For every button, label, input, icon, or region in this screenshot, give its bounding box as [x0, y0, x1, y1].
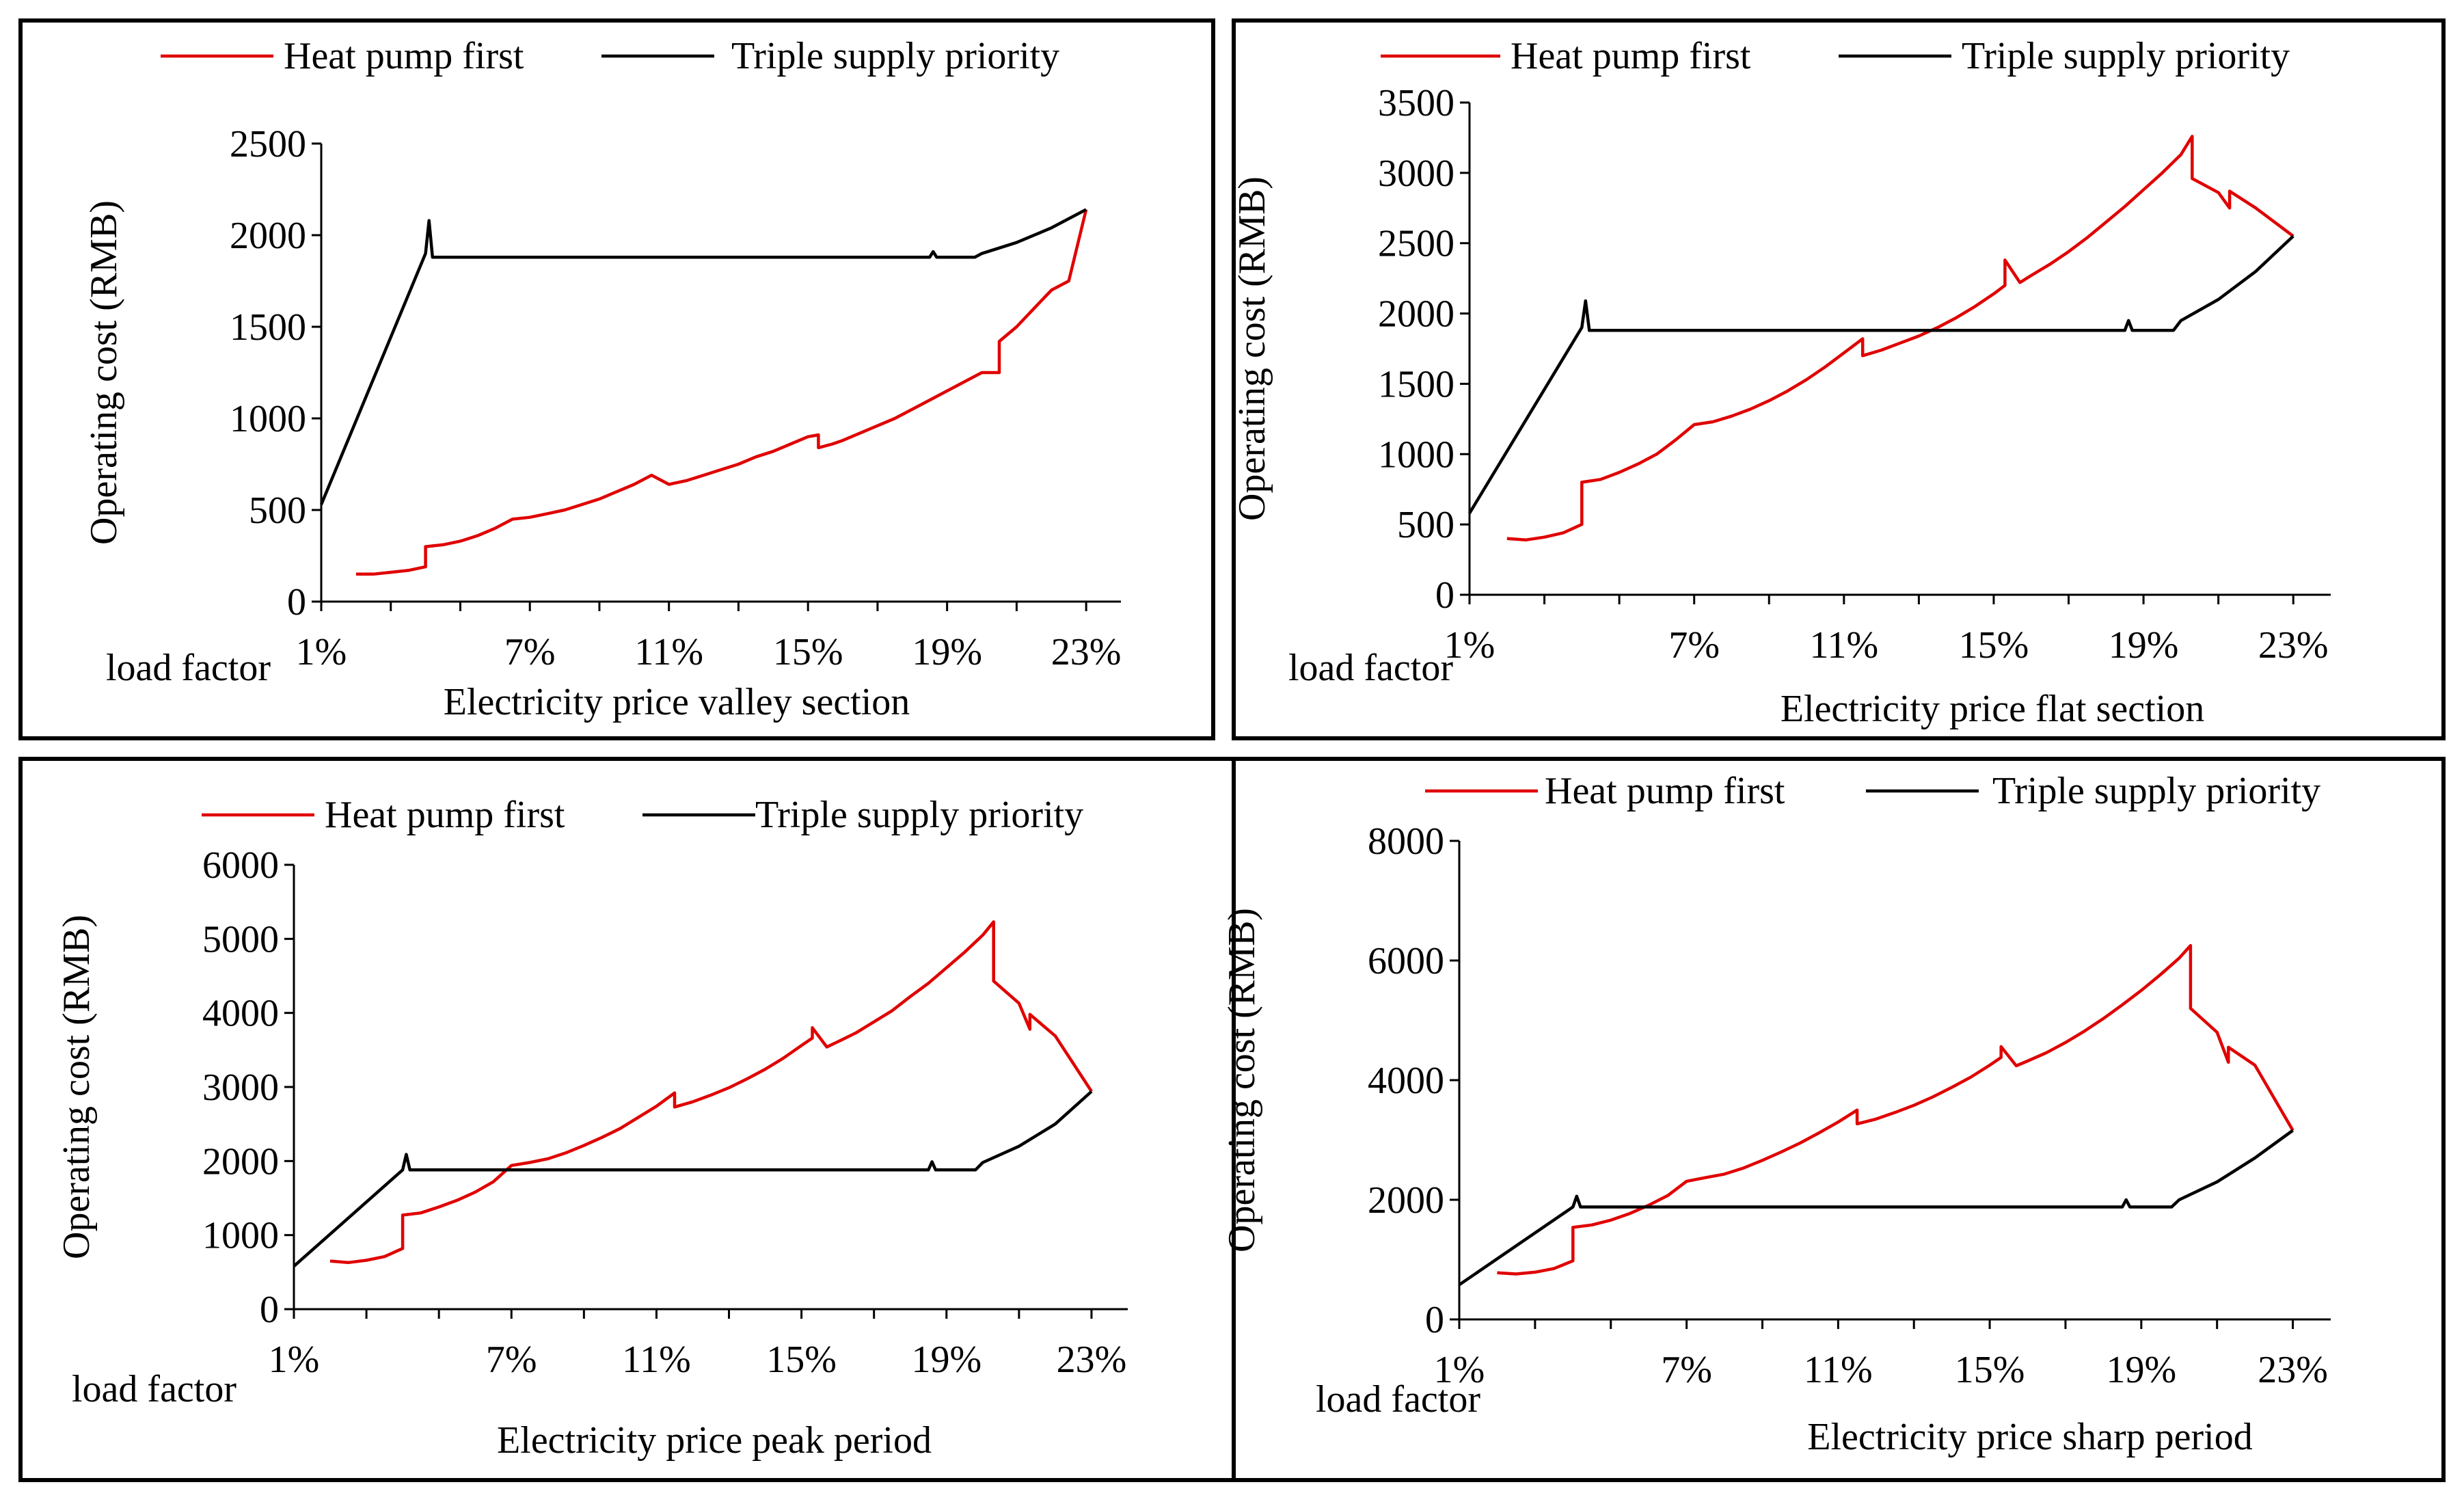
y-axis-title: Operating cost (RMB): [1221, 908, 1263, 1252]
y-tick-label: 1000: [230, 398, 306, 440]
series-line-heat-pump-first: [1497, 943, 2294, 1276]
series-line-heat-pump-first: [329, 920, 1093, 1265]
y-tick-label: 3500: [1378, 82, 1454, 124]
y-tick-label: 1500: [1378, 363, 1454, 405]
x-tick-label: 11%: [1810, 624, 1879, 667]
y-tick-label: 1500: [230, 306, 306, 349]
series-line-heat-pump-first: [355, 209, 1088, 576]
y-tick-label: 2000: [1378, 293, 1454, 336]
x-tick-label: 1%: [269, 1339, 320, 1381]
y-tick-label: 0: [260, 1289, 279, 1331]
series-line-triple-supply-priority: [1458, 1129, 2294, 1287]
y-tick-label: 500: [1397, 504, 1454, 546]
y-tick-label: 2500: [1378, 223, 1454, 265]
legend: Heat pump first Triple supply priority: [202, 794, 1083, 836]
series-line-triple-supply-priority: [319, 208, 1087, 505]
y-tick-label: 0: [1435, 574, 1454, 617]
series-line-triple-supply-priority: [293, 1090, 1093, 1267]
x-tick-label: 7%: [1661, 1349, 1712, 1391]
panel-frame: [1232, 18, 2446, 740]
x-category-label: load factor: [106, 647, 271, 689]
panel-frame: [18, 18, 1215, 740]
x-category-label: load factor: [72, 1368, 236, 1410]
legend-label-heat-pump-first: Heat pump first: [1545, 770, 1785, 812]
y-axis-title: Operating cost (RMB): [83, 200, 125, 545]
x-tick-label: 19%: [2106, 1349, 2176, 1391]
y-tick-label: 2000: [230, 215, 306, 257]
x-axis-title: Electricity price peak period: [497, 1419, 932, 1462]
x-axis-title: Electricity price valley section: [444, 681, 910, 723]
x-tick-label: 15%: [1955, 1349, 2025, 1391]
x-tick-label: 11%: [1804, 1349, 1873, 1391]
x-tick-label: 23%: [1057, 1339, 1127, 1381]
x-category-label: load factor: [1316, 1378, 1480, 1421]
legend-label-triple-supply-priority: Triple supply priority: [755, 794, 1083, 836]
chart-panels: 0 500 1000 1500 2000 2500 1% 7% 11% 15% 19% 23% load…: [18, 18, 2446, 1482]
y-tick-label: 4000: [202, 993, 279, 1035]
x-tick-label: 15%: [1959, 624, 2029, 667]
y-tick-label: 1000: [202, 1215, 279, 1257]
y-tick-label: 8000: [1368, 820, 1444, 863]
legend-label-triple-supply-priority: Triple supply priority: [731, 35, 1059, 77]
x-axis-title: Electricity price flat section: [1781, 688, 2204, 730]
y-axis-title: Operating cost (RMB): [55, 915, 98, 1259]
y-tick-label: 6000: [1368, 940, 1444, 982]
legend-label-heat-pump-first: Heat pump first: [1511, 35, 1751, 77]
y-tick-label: 6000: [202, 844, 279, 887]
y-tick-label: 0: [1425, 1299, 1444, 1341]
legend-label-triple-supply-priority: Triple supply priority: [1962, 35, 2290, 77]
y-tick-label: 1000: [1378, 433, 1454, 476]
legend: Heat pump first Triple supply priority: [1425, 770, 2320, 812]
x-tick-label: 11%: [622, 1339, 691, 1381]
panel-frame: [1232, 757, 2446, 1482]
x-tick-label: 7%: [1668, 624, 1720, 667]
y-axis-title: Operating cost (RMB): [1231, 176, 1273, 521]
chart-panel-bottom-left: 0 1000 2000 3000 4000 5000 6000 1% 7% 11% 15% 19% 23…: [18, 757, 1236, 1482]
y-tick-label: 3000: [1378, 152, 1454, 195]
y-tick-label: 2000: [1368, 1179, 1444, 1222]
x-tick-label: 15%: [773, 631, 843, 673]
y-tick-label: 3000: [202, 1066, 279, 1109]
legend-label-heat-pump-first: Heat pump first: [325, 794, 565, 836]
x-tick-label: 1%: [1434, 1349, 1485, 1391]
y-tick-label: 500: [249, 489, 306, 532]
x-tick-label: 15%: [766, 1339, 837, 1381]
x-tick-label: 23%: [2258, 624, 2329, 667]
x-tick-label: 23%: [1051, 631, 1122, 673]
chart-panel-top-right: 0 500 1000 1500 2000 2500 3000 3500 1% 7% 11% 15% 19…: [1231, 18, 2446, 740]
x-axis-title: Electricity price sharp period: [1807, 1416, 2253, 1458]
x-tick-label: 1%: [296, 631, 347, 673]
series-line-triple-supply-priority: [1468, 234, 2294, 514]
legend: Heat pump first Triple supply priority: [161, 35, 1059, 77]
chart-panel-bottom-right: 0 2000 4000 6000 8000 1% 7% 11% 15% 19% 23% load fa…: [1221, 757, 2446, 1482]
series-line-heat-pump-first: [1506, 135, 2294, 542]
legend: Heat pump first Triple supply priority: [1381, 35, 2290, 77]
x-tick-label: 19%: [911, 1339, 981, 1381]
x-tick-label: 7%: [504, 631, 556, 673]
y-tick-label: 0: [287, 581, 306, 623]
y-tick-label: 2000: [202, 1140, 279, 1183]
legend-label-heat-pump-first: Heat pump first: [284, 35, 524, 77]
x-tick-label: 23%: [2258, 1349, 2328, 1391]
x-tick-label: 19%: [912, 631, 982, 673]
x-tick-label: 7%: [486, 1339, 537, 1381]
chart-panel-top-left: 0 500 1000 1500 2000 2500 1% 7% 11% 15% 19% 23% load…: [18, 18, 1215, 740]
x-tick-label: 19%: [2109, 624, 2179, 667]
x-category-label: load factor: [1288, 647, 1453, 689]
x-tick-label: 1%: [1444, 624, 1495, 667]
y-tick-label: 5000: [202, 918, 279, 961]
x-tick-label: 11%: [634, 631, 703, 673]
legend-label-triple-supply-priority: Triple supply priority: [1992, 770, 2320, 812]
y-tick-label: 2500: [230, 123, 306, 165]
y-tick-label: 4000: [1368, 1060, 1444, 1102]
